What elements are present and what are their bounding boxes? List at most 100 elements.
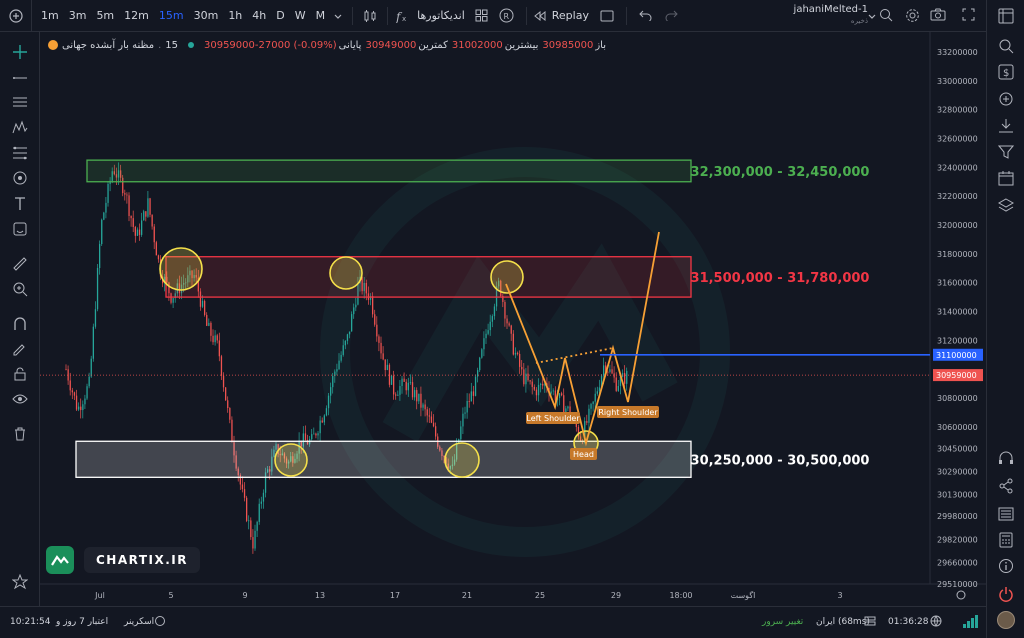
info-icon[interactable] bbox=[994, 556, 1018, 576]
calculator-icon[interactable] bbox=[994, 530, 1018, 550]
timeframe-12m[interactable]: 12m bbox=[124, 9, 149, 22]
screener-button[interactable]: اسکرینر bbox=[124, 617, 155, 627]
candle-body bbox=[246, 497, 248, 521]
candle-body bbox=[397, 394, 399, 396]
filter-icon[interactable] bbox=[994, 142, 1018, 162]
headset-icon[interactable] bbox=[994, 448, 1018, 468]
candle-body bbox=[96, 268, 99, 310]
lock-drawing-icon[interactable] bbox=[8, 339, 32, 359]
download-icon[interactable] bbox=[994, 116, 1018, 136]
alarm-add-icon[interactable] bbox=[994, 88, 1018, 108]
ruler-icon[interactable] bbox=[8, 254, 32, 274]
price-tick-label: 29980000 bbox=[937, 512, 978, 521]
candle-body bbox=[105, 202, 107, 213]
candles-type-icon[interactable] bbox=[359, 9, 381, 23]
interval-label: 15 bbox=[165, 39, 178, 51]
price-tick-label: 32200000 bbox=[937, 192, 978, 201]
timeframe-5m[interactable]: 5m bbox=[96, 9, 115, 22]
timeframe-1h[interactable]: 1h bbox=[228, 9, 243, 22]
candle-body bbox=[594, 393, 596, 402]
text-tool-icon[interactable] bbox=[8, 194, 32, 214]
left-shoulder-label-bg bbox=[526, 412, 580, 424]
timeframe-30m[interactable]: 30m bbox=[193, 9, 219, 22]
pattern-tool-icon[interactable] bbox=[8, 118, 32, 138]
chevron-down-icon[interactable] bbox=[868, 12, 876, 20]
server-change-button[interactable]: تغییر سرور bbox=[762, 617, 804, 627]
search-icon[interactable] bbox=[994, 36, 1018, 56]
indicators-button[interactable]: اندیکاتورها bbox=[417, 9, 465, 22]
timeframe-m[interactable]: M bbox=[315, 9, 326, 22]
candle-body bbox=[75, 395, 78, 410]
magnet-icon[interactable] bbox=[8, 314, 32, 334]
quick-search-icon[interactable] bbox=[876, 8, 896, 22]
fib-tool-icon[interactable] bbox=[8, 143, 32, 163]
watchlist-icon[interactable] bbox=[994, 6, 1018, 26]
chart-area[interactable]: 33200000 33000000 32800000 32600000 32400000… bbox=[40, 32, 986, 606]
candles bbox=[65, 162, 628, 554]
brush-icon[interactable] bbox=[8, 168, 32, 188]
highlight-circle bbox=[444, 442, 480, 478]
trendline-icon[interactable] bbox=[8, 67, 32, 87]
fullscreen-icon[interactable] bbox=[958, 8, 978, 21]
candle-body bbox=[229, 408, 231, 420]
share-icon[interactable] bbox=[994, 476, 1018, 496]
candle-body bbox=[344, 340, 346, 346]
candle-body bbox=[191, 270, 193, 279]
candle-body bbox=[411, 382, 414, 398]
timeframe-w[interactable]: W bbox=[294, 9, 306, 22]
lock-icon[interactable] bbox=[8, 364, 32, 384]
candle-body bbox=[453, 459, 456, 465]
timeframe-3m[interactable]: 3m bbox=[68, 9, 87, 22]
trash-icon[interactable] bbox=[8, 424, 32, 444]
symbol-name[interactable]: مظنه بار آبشده جهانی bbox=[62, 39, 155, 51]
emoji-icon[interactable] bbox=[8, 219, 32, 239]
crosshair-icon[interactable] bbox=[8, 42, 32, 62]
candle-body bbox=[624, 373, 626, 384]
avatar[interactable] bbox=[994, 610, 1018, 630]
candle-body bbox=[283, 453, 286, 459]
rectangle-icon[interactable] bbox=[594, 10, 620, 22]
power-icon[interactable] bbox=[994, 584, 1018, 604]
candle-body bbox=[590, 403, 592, 409]
candle-body bbox=[451, 464, 454, 467]
candle-body bbox=[258, 503, 260, 522]
layout-name[interactable]: jahaniMelted-1 bbox=[793, 4, 868, 15]
redo-icon[interactable] bbox=[659, 10, 685, 21]
signal-icon bbox=[962, 613, 980, 632]
candle-body bbox=[302, 433, 304, 447]
settings-gear-icon[interactable] bbox=[902, 8, 922, 23]
timeframe-4h[interactable]: 4h bbox=[252, 9, 267, 22]
dollar-icon[interactable]: $ bbox=[994, 62, 1018, 82]
price-tick-label: 30800000 bbox=[937, 394, 978, 403]
candle-body bbox=[588, 408, 590, 423]
candle-body bbox=[233, 442, 235, 456]
candle-body bbox=[456, 442, 458, 460]
right-toolbar: $ bbox=[986, 0, 1024, 638]
candle-body bbox=[141, 220, 143, 235]
camera-icon[interactable] bbox=[928, 8, 948, 21]
eye-icon[interactable] bbox=[8, 389, 32, 409]
undo-icon[interactable] bbox=[633, 10, 659, 21]
horizontal-lines-icon[interactable] bbox=[8, 92, 32, 112]
alert-r-icon[interactable]: R bbox=[494, 8, 520, 23]
replay-button[interactable]: Replay bbox=[551, 9, 589, 22]
layers-icon[interactable] bbox=[994, 195, 1018, 215]
templates-grid-icon[interactable] bbox=[470, 9, 494, 22]
chevron-down-icon[interactable] bbox=[334, 12, 342, 20]
candle-body bbox=[248, 520, 250, 522]
add-symbol-icon[interactable] bbox=[0, 0, 32, 32]
zoom-in-icon[interactable] bbox=[8, 279, 32, 299]
timeframe-15m[interactable]: 15m bbox=[158, 9, 184, 22]
favorites-star-icon[interactable] bbox=[8, 572, 32, 592]
replay-icon[interactable] bbox=[533, 10, 547, 21]
news-icon[interactable] bbox=[994, 504, 1018, 524]
timeframe-1m[interactable]: 1m bbox=[41, 9, 59, 22]
globe-icon[interactable] bbox=[930, 615, 942, 630]
timeframe-d[interactable]: D bbox=[276, 9, 285, 22]
price-tick-label: 29820000 bbox=[937, 535, 978, 544]
candle-body bbox=[340, 354, 342, 361]
candle-body bbox=[315, 433, 317, 436]
price-chart[interactable]: 33200000 33000000 32800000 32600000 32400000… bbox=[40, 32, 986, 606]
calendar-icon[interactable] bbox=[994, 168, 1018, 188]
